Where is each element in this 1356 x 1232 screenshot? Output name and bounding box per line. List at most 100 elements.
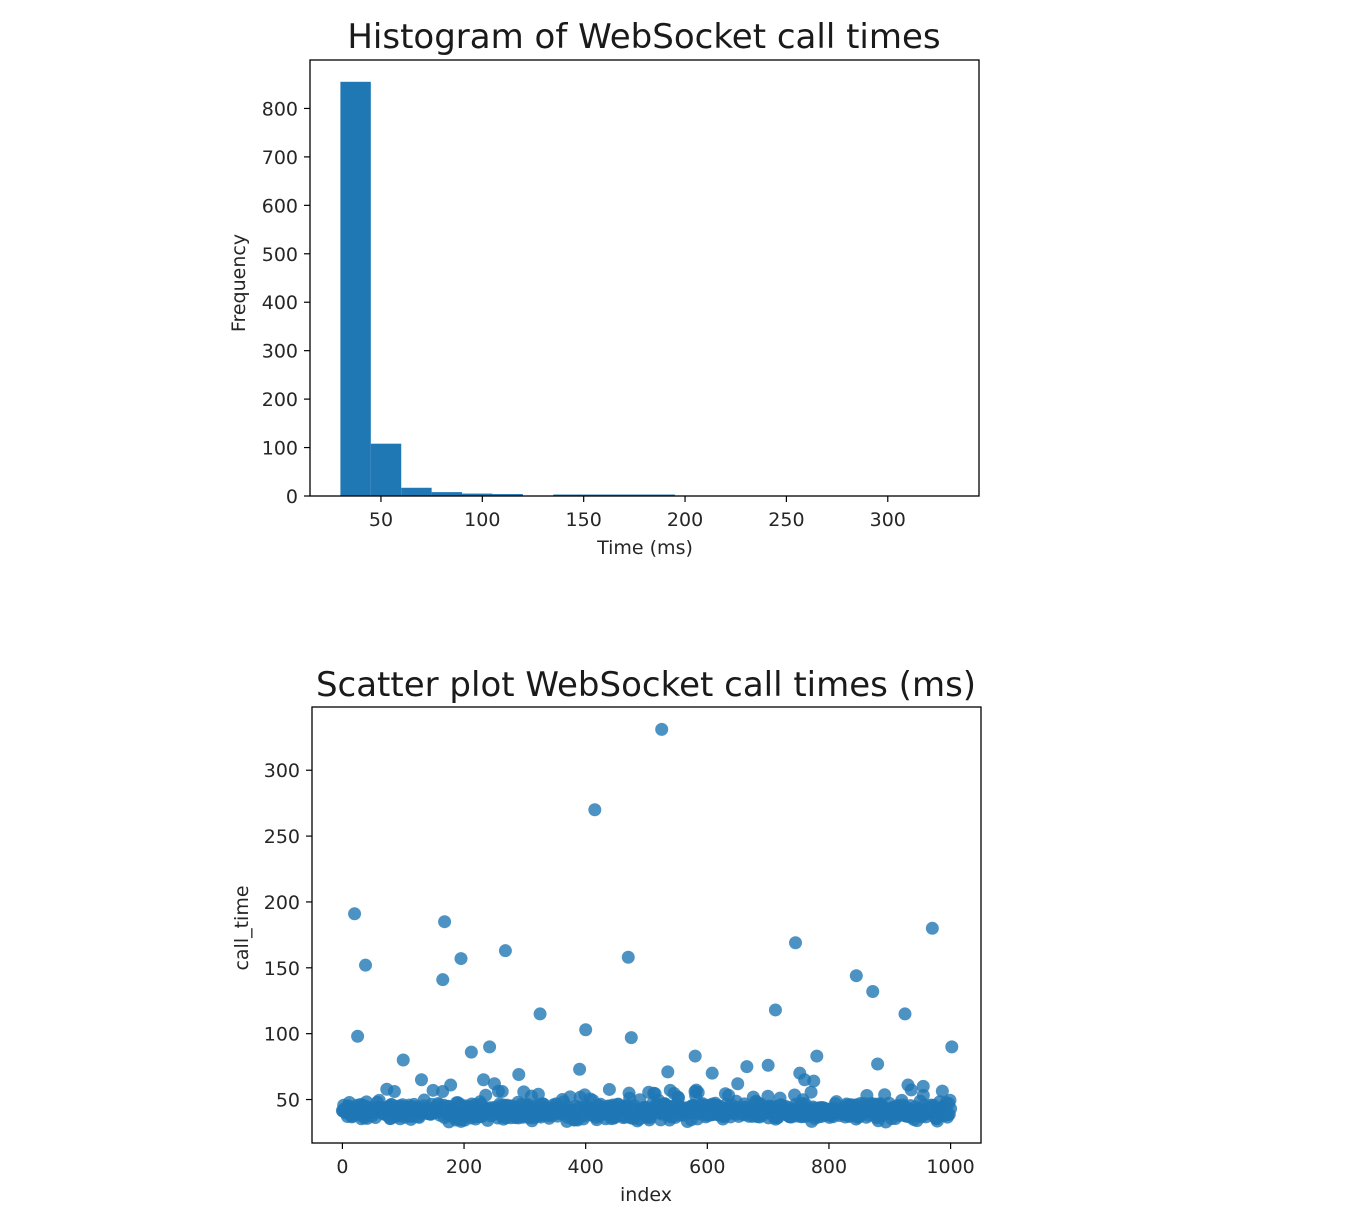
histogram-y-tick-label: 100 <box>262 438 298 460</box>
scatter-point-982 <box>483 1040 497 1054</box>
scatter-point-916 <box>916 1088 930 1102</box>
scatter-title: Scatter plot WebSocket call times (ms) <box>316 665 976 705</box>
scatter-point-1000 <box>916 1079 930 1093</box>
histogram-y-tick-label: 700 <box>262 147 298 169</box>
scatter-point-992 <box>414 1073 428 1087</box>
histogram-x-tick-label: 250 <box>768 509 804 531</box>
histogram-bar-9 <box>614 494 645 496</box>
scatter-y-tick-label: 100 <box>264 1024 300 1046</box>
scatter-point-421 <box>602 1082 616 1096</box>
scatter-point-984 <box>573 1062 587 1076</box>
scatter-x-tick-label: 800 <box>811 1156 847 1178</box>
histogram-x-tick-label: 150 <box>566 509 602 531</box>
scatter-point-991 <box>871 1057 885 1071</box>
histogram-bar-7 <box>553 494 584 496</box>
scatter-point-986 <box>688 1049 702 1063</box>
scatter-point-946 <box>935 1084 949 1098</box>
histogram-chart: Histogram of WebSocket call times 50 100 1… <box>228 17 980 559</box>
histogram-y-tick-label: 200 <box>262 389 298 411</box>
histogram-x-ticks: 50 100 150 200 250 300 <box>369 496 906 531</box>
scatter-point-995 <box>444 1078 458 1092</box>
scatter-point-996 <box>731 1077 745 1091</box>
scatter-point-359 <box>563 1090 577 1104</box>
scatter-point-226 <box>479 1088 493 1102</box>
scatter-point-561 <box>691 1085 705 1099</box>
scatter-point-977 <box>898 1007 912 1021</box>
histogram-bar-2 <box>401 487 432 496</box>
scatter-point-739 <box>804 1085 818 1099</box>
histogram-y-tick-label: 400 <box>262 292 298 314</box>
scatter-y-tick-label: 300 <box>264 760 300 782</box>
scatter-point-974 <box>768 1003 782 1017</box>
scatter-point-981 <box>464 1045 478 1059</box>
scatter-point-82 <box>387 1084 401 1098</box>
histogram-y-tick-label: 600 <box>262 195 298 217</box>
scatter-point-964 <box>436 973 450 987</box>
scatter-point-959 <box>944 1102 958 1116</box>
scatter-point-961 <box>359 958 373 972</box>
scatter-point-983 <box>512 1068 526 1082</box>
scatter-point-988 <box>740 1060 754 1074</box>
scatter-point-143 <box>426 1083 440 1097</box>
scatter-point-671 <box>761 1089 775 1103</box>
scatter-x-label: index <box>620 1184 672 1206</box>
histogram-bars <box>340 81 949 497</box>
scatter-x-tick-label: 0 <box>336 1156 348 1178</box>
histogram-x-label: Time (ms) <box>596 537 693 559</box>
histogram-x-tick-label: 100 <box>464 509 500 531</box>
histogram-bar-4 <box>462 493 493 496</box>
scatter-point-980 <box>396 1053 410 1067</box>
scatter-point-985 <box>661 1065 675 1079</box>
scatter-point-967 <box>533 1007 547 1021</box>
scatter-point-993 <box>477 1073 491 1087</box>
histogram-axes-frame <box>309 59 980 497</box>
histogram-bar-8 <box>583 494 615 496</box>
histogram-bar-10 <box>644 494 675 496</box>
histogram-x-tick-label: 300 <box>870 509 906 531</box>
scatter-x-tick-label: 1000 <box>926 1156 974 1178</box>
scatter-point-975 <box>849 969 863 983</box>
scatter-point-987 <box>705 1066 719 1080</box>
scatter-point-960 <box>348 907 362 921</box>
histogram-bar-5 <box>492 494 523 496</box>
histogram-y-tick-label: 0 <box>286 486 298 508</box>
scatter-point-978 <box>925 921 939 935</box>
scatter-points <box>335 722 959 1129</box>
scatter-point-990 <box>810 1049 824 1063</box>
scatter-point-973 <box>789 936 803 950</box>
scatter-point-966 <box>498 944 512 958</box>
histogram-x-tick-label: 50 <box>369 509 393 531</box>
scatter-x-tick-label: 600 <box>689 1156 725 1178</box>
scatter-y-tick-label: 50 <box>276 1090 300 1112</box>
scatter-point-994 <box>487 1077 501 1091</box>
histogram-bar-1 <box>370 443 402 496</box>
scatter-point-989 <box>761 1058 775 1072</box>
scatter-point-968 <box>588 803 602 817</box>
histogram-bar-0 <box>340 81 371 497</box>
scatter-point-1001 <box>807 1074 821 1088</box>
scatter-point-972 <box>624 1031 638 1045</box>
histogram-title: Histogram of WebSocket call times <box>347 17 940 57</box>
scatter-point-979 <box>945 1040 959 1054</box>
scatter-y-tick-label: 150 <box>264 958 300 980</box>
scatter-y-ticks: 50 100 150 200 250 300 <box>264 760 312 1112</box>
histogram-y-tick-label: 500 <box>262 244 298 266</box>
scatter-y-label: call_time <box>231 885 253 970</box>
histogram-y-label: Frequency <box>228 234 250 332</box>
scatter-point-971 <box>579 1023 593 1037</box>
scatter-y-tick-label: 250 <box>264 826 300 848</box>
scatter-point-970 <box>655 722 669 736</box>
histogram-y-tick-label: 800 <box>262 98 298 120</box>
scatter-point-965 <box>454 952 468 966</box>
scatter-point-962 <box>351 1029 365 1043</box>
histogram-y-tick-label: 300 <box>262 341 298 363</box>
scatter-point-976 <box>866 985 880 999</box>
scatter-x-tick-label: 400 <box>568 1156 604 1178</box>
histogram-bar-3 <box>431 492 463 496</box>
scatter-x-ticks: 0 200 400 600 800 1000 <box>336 1143 975 1178</box>
histogram-x-tick-label: 200 <box>667 509 703 531</box>
scatter-point-969 <box>621 950 635 964</box>
histogram-y-ticks: 0 100 200 300 400 500 600 700 800 <box>262 98 310 508</box>
scatter-point-963 <box>438 915 452 929</box>
